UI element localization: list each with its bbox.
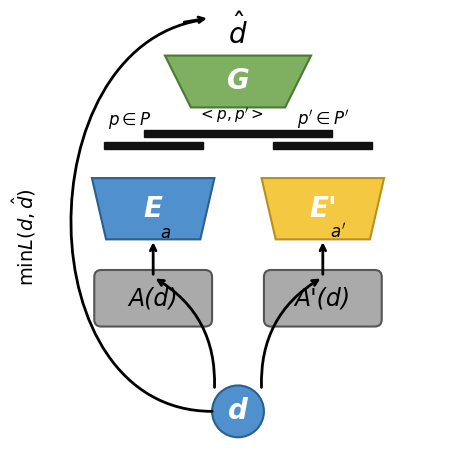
FancyBboxPatch shape xyxy=(94,270,212,327)
Bar xyxy=(273,142,372,149)
FancyArrowPatch shape xyxy=(71,20,212,411)
Polygon shape xyxy=(92,178,215,239)
Text: $< p,p' >$: $< p,p' >$ xyxy=(198,106,264,125)
Circle shape xyxy=(212,385,264,438)
Bar xyxy=(104,142,203,149)
Polygon shape xyxy=(165,55,311,108)
Text: $a$: $a$ xyxy=(160,224,171,242)
Text: $a'$: $a'$ xyxy=(330,223,346,242)
Text: E: E xyxy=(144,195,163,223)
Text: E': E' xyxy=(309,195,337,223)
Text: $p \in P$: $p \in P$ xyxy=(109,110,152,131)
Text: A'(d): A'(d) xyxy=(295,286,351,310)
Text: A(d): A(d) xyxy=(129,286,178,310)
Text: G: G xyxy=(227,67,249,95)
FancyBboxPatch shape xyxy=(264,270,382,327)
Text: $\hat{d}$: $\hat{d}$ xyxy=(228,13,248,50)
Text: $\min L(d, \hat{d})$: $\min L(d, \hat{d})$ xyxy=(10,188,38,286)
Text: d: d xyxy=(228,397,248,425)
Bar xyxy=(144,130,332,137)
Text: $p' \in P'$: $p' \in P'$ xyxy=(297,108,349,131)
Polygon shape xyxy=(261,178,384,239)
